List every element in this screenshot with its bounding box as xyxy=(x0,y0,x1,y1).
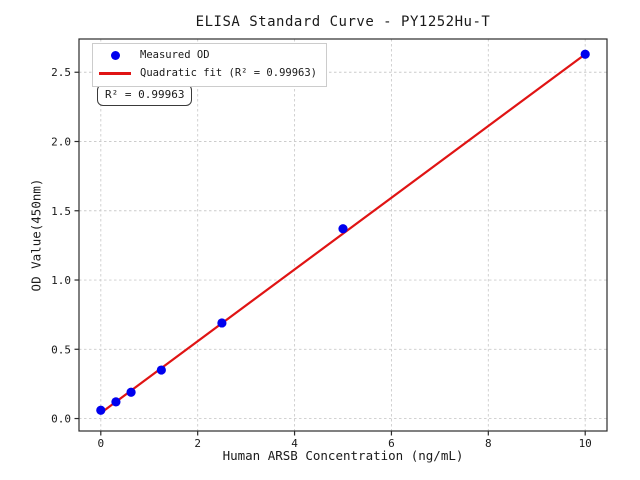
plot-border xyxy=(78,38,608,432)
data-point xyxy=(580,49,590,59)
x-axis-label: Human ARSB Concentration (ng/mL) xyxy=(222,448,464,463)
data-point xyxy=(111,397,121,407)
y-tick-label: 1.0 xyxy=(51,274,71,287)
data-point xyxy=(126,387,136,397)
data-point xyxy=(156,365,166,375)
legend-item-measured-od: Measured OD xyxy=(99,48,317,63)
legend-marker-cell xyxy=(99,72,131,75)
line-marker-icon xyxy=(99,72,131,75)
legend-item-quadratic-fit: Quadratic fit (R² = 0.99963) xyxy=(99,66,317,81)
y-tick-label: 1.5 xyxy=(51,205,71,218)
data-point xyxy=(338,224,348,234)
y-tick-label: 2.0 xyxy=(51,136,71,149)
x-tick-label: 4 xyxy=(291,437,298,450)
x-tick-label: 2 xyxy=(194,437,201,450)
y-tick-label: 2.5 xyxy=(51,66,71,79)
legend: Measured OD Quadratic fit (R² = 0.99963) xyxy=(92,43,328,87)
chart-title: ELISA Standard Curve - PY1252Hu-T xyxy=(195,14,491,30)
quadratic-fit-line xyxy=(99,53,587,415)
x-tick-label: 6 xyxy=(388,437,395,450)
x-tick-label: 8 xyxy=(485,437,492,450)
x-tick-label: 0 xyxy=(97,437,104,450)
r-squared-annotation: R² = 0.99963 xyxy=(97,84,193,106)
y-tick-label: 0.0 xyxy=(51,413,71,426)
y-tick-label: 0.5 xyxy=(51,343,71,356)
x-tick-label: 10 xyxy=(579,437,592,450)
scatter-marker-icon xyxy=(110,51,120,60)
data-point xyxy=(217,318,227,328)
legend-label-quadratic-fit: Quadratic fit (R² = 0.99963) xyxy=(140,67,318,79)
y-axis-label: OD Value(450nm) xyxy=(28,178,44,292)
legend-marker-cell xyxy=(99,51,131,60)
legend-label-measured-od: Measured OD xyxy=(140,49,210,61)
data-point xyxy=(96,405,106,415)
